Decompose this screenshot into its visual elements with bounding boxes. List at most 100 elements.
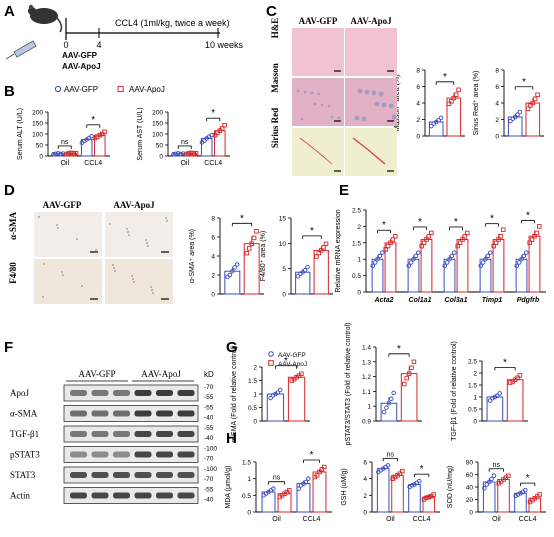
panel-f-western-blot: AAV-GFP AAV-ApoJ kD ApoJ -70 -55 α-SMA -55 -4…: [10, 369, 217, 504]
data-point: [495, 393, 500, 399]
legend-label-gfp: AAV-GFP: [64, 85, 98, 94]
data-point: [488, 250, 493, 255]
data-point: [303, 479, 309, 485]
y-tick-label: 100: [32, 132, 43, 139]
y-tick-label: 5: [282, 266, 286, 273]
panel-letter-a: A: [4, 3, 15, 20]
blot-band: [70, 472, 87, 478]
tick-label-0: 0: [63, 40, 68, 50]
bar: [497, 479, 510, 513]
blot-band: [134, 431, 152, 437]
data-point: [429, 230, 434, 236]
stain-spot: [151, 291, 155, 295]
data-point: [314, 473, 320, 478]
panel-c-histology: AAV-GFP AAV-ApoJ H&E Masson Sirius Red: [270, 16, 397, 176]
data-point: [71, 151, 76, 156]
c-row-masson: Masson: [270, 63, 280, 93]
data-point: [517, 109, 523, 115]
data-point: [456, 87, 461, 93]
y-tick-label: 6: [495, 84, 499, 91]
bar: [506, 379, 524, 422]
y-tick-label: 0.5: [242, 493, 251, 500]
x-tick-label: CCL4: [84, 160, 102, 167]
data-point: [53, 151, 59, 157]
y-axis-label: SOD (nU/mg): [447, 466, 454, 508]
blot-marker: -70: [204, 476, 214, 483]
data-point: [485, 253, 491, 259]
blot-band: [134, 472, 152, 478]
x-tick-label: Oil: [180, 160, 189, 167]
significance-label: ns: [273, 475, 281, 482]
data-point: [277, 387, 283, 393]
data-point: [537, 492, 542, 497]
y-tick-label: 200: [152, 110, 163, 117]
collagen-stain: [313, 102, 317, 106]
data-point: [404, 375, 409, 381]
blot-marker: -40: [204, 435, 214, 442]
data-point: [219, 126, 225, 131]
blot-row: Actin -55 -40: [10, 487, 214, 504]
y-tick-label: 6: [211, 235, 215, 242]
stain-spot: [132, 280, 136, 284]
bar: [313, 249, 329, 295]
data-point: [515, 112, 520, 117]
y-tick-label: 1: [473, 395, 477, 402]
data-point: [268, 395, 273, 401]
data-point: [171, 151, 176, 157]
bar: [295, 271, 311, 295]
blot-membrane: [63, 466, 199, 484]
y-axis-label: F4/80⁺ area (%): [260, 231, 267, 281]
data-point: [409, 365, 414, 370]
bar: [287, 376, 306, 422]
y-tick-label: 0.9: [362, 419, 371, 426]
chart-h-gsh: 0 2 4 6 GSH (uM/g) Oil ns CCL4 *: [341, 451, 440, 523]
mouse-icon: [28, 4, 63, 33]
y-tick-label: 0: [495, 134, 499, 141]
bar: [376, 468, 390, 513]
data-point: [275, 390, 281, 395]
data-point: [442, 263, 447, 269]
panel-letter-d: D: [4, 182, 15, 199]
blot-marker: -55: [204, 425, 214, 432]
f-kd-label: kD: [204, 370, 214, 379]
data-point: [299, 371, 304, 377]
y-tick-label: 4: [416, 101, 420, 108]
collagen-stain: [378, 91, 384, 97]
stain-spot: [108, 222, 112, 226]
y-tick-label: 8: [495, 68, 499, 75]
bar: [296, 483, 311, 513]
data-point: [491, 243, 496, 249]
collagen-stain: [327, 104, 331, 108]
stain-spot: [61, 273, 65, 277]
significance-label: ns: [181, 139, 189, 146]
data-point: [385, 243, 391, 249]
y-tick-label: 2: [357, 224, 361, 231]
data-point: [417, 478, 422, 484]
blot-band: [91, 390, 109, 396]
y-tick-label: 2: [211, 273, 215, 280]
y-tick-label: 0: [159, 154, 163, 161]
data-point: [521, 253, 527, 259]
c-tiles: [292, 28, 397, 176]
blot-label: α-SMA: [10, 409, 38, 419]
x-tick-label: Acta2: [373, 297, 393, 304]
significance-label: *: [397, 344, 401, 355]
data-point: [184, 151, 189, 157]
data-point: [302, 267, 308, 273]
data-point: [508, 380, 513, 385]
c-tile-0-1: [345, 28, 397, 76]
data-point: [455, 243, 460, 249]
blot-label: TGF-β1: [10, 429, 39, 439]
data-point: [534, 230, 540, 236]
data-point: [416, 250, 421, 255]
blot-band: [177, 492, 195, 499]
stain-spot: [131, 277, 135, 281]
data-point: [516, 260, 522, 265]
y-tick-label: 0: [39, 154, 43, 161]
data-point: [316, 250, 322, 256]
data-point: [413, 253, 419, 259]
y-tick-label: 0: [282, 292, 286, 299]
blot-band: [156, 410, 173, 417]
y-tick-label: 1.4: [362, 345, 371, 352]
blot-marker: -55: [204, 487, 214, 494]
